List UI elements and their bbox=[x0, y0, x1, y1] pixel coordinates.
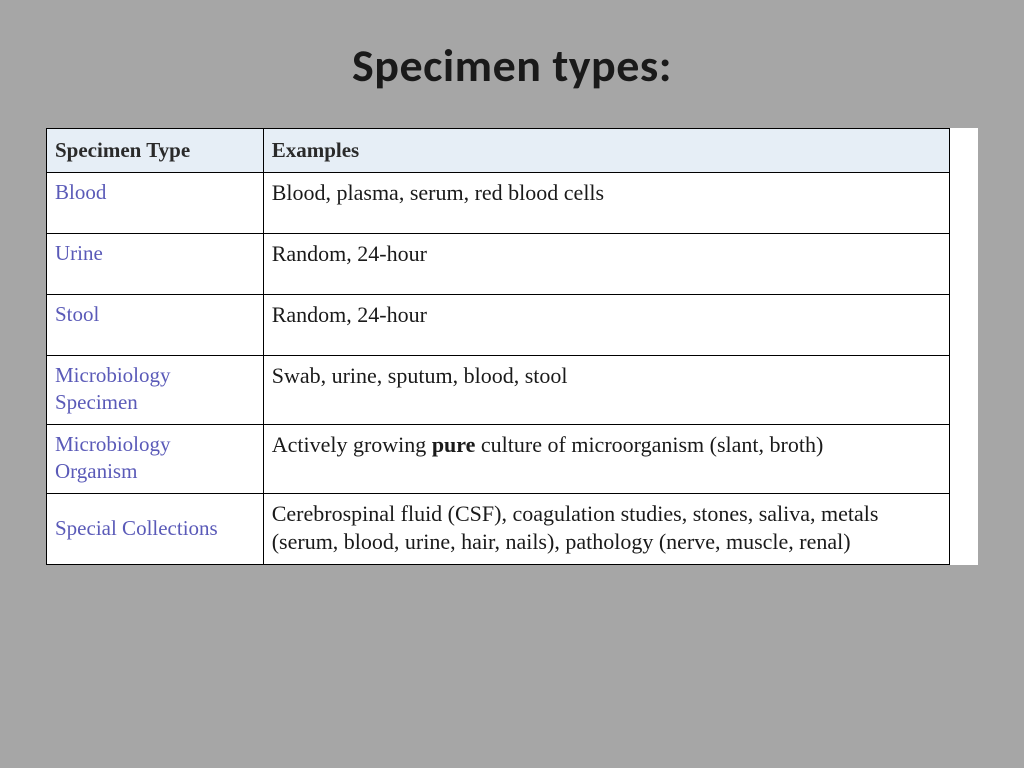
examples-cell: Cerebrospinal fluid (CSF), coagulation s… bbox=[263, 493, 949, 564]
table-row: StoolRandom, 24-hour bbox=[47, 295, 950, 356]
examples-cell: Swab, urine, sputum, blood, stool bbox=[263, 356, 949, 425]
specimen-type-cell: Urine bbox=[47, 234, 264, 295]
specimen-type-cell: Microbiology Organism bbox=[47, 425, 264, 494]
examples-cell: Random, 24-hour bbox=[263, 295, 949, 356]
col-header-examples: Examples bbox=[263, 129, 949, 173]
specimen-type-cell: Microbiology Specimen bbox=[47, 356, 264, 425]
examples-cell: Blood, plasma, serum, red blood cells bbox=[263, 172, 949, 233]
specimen-table: Specimen Type Examples BloodBlood, plasm… bbox=[46, 128, 950, 565]
slide: Specimen types: Specimen Type Examples B… bbox=[0, 0, 1024, 768]
specimen-type-cell: Special Collections bbox=[47, 493, 264, 564]
specimen-type-cell: Blood bbox=[47, 172, 264, 233]
col-header-type: Specimen Type bbox=[47, 129, 264, 173]
specimen-type-cell: Stool bbox=[47, 295, 264, 356]
table-header-row: Specimen Type Examples bbox=[47, 129, 950, 173]
table-row: UrineRandom, 24-hour bbox=[47, 234, 950, 295]
table-row: Microbiology SpecimenSwab, urine, sputum… bbox=[47, 356, 950, 425]
table-row: BloodBlood, plasma, serum, red blood cel… bbox=[47, 172, 950, 233]
examples-cell: Actively growing pure culture of microor… bbox=[263, 425, 949, 494]
examples-cell: Random, 24-hour bbox=[263, 234, 949, 295]
table-row: Special CollectionsCerebrospinal fluid (… bbox=[47, 493, 950, 564]
table-container: Specimen Type Examples BloodBlood, plasm… bbox=[46, 128, 978, 565]
slide-title: Specimen types: bbox=[0, 38, 1024, 94]
table-row: Microbiology OrganismActively growing pu… bbox=[47, 425, 950, 494]
